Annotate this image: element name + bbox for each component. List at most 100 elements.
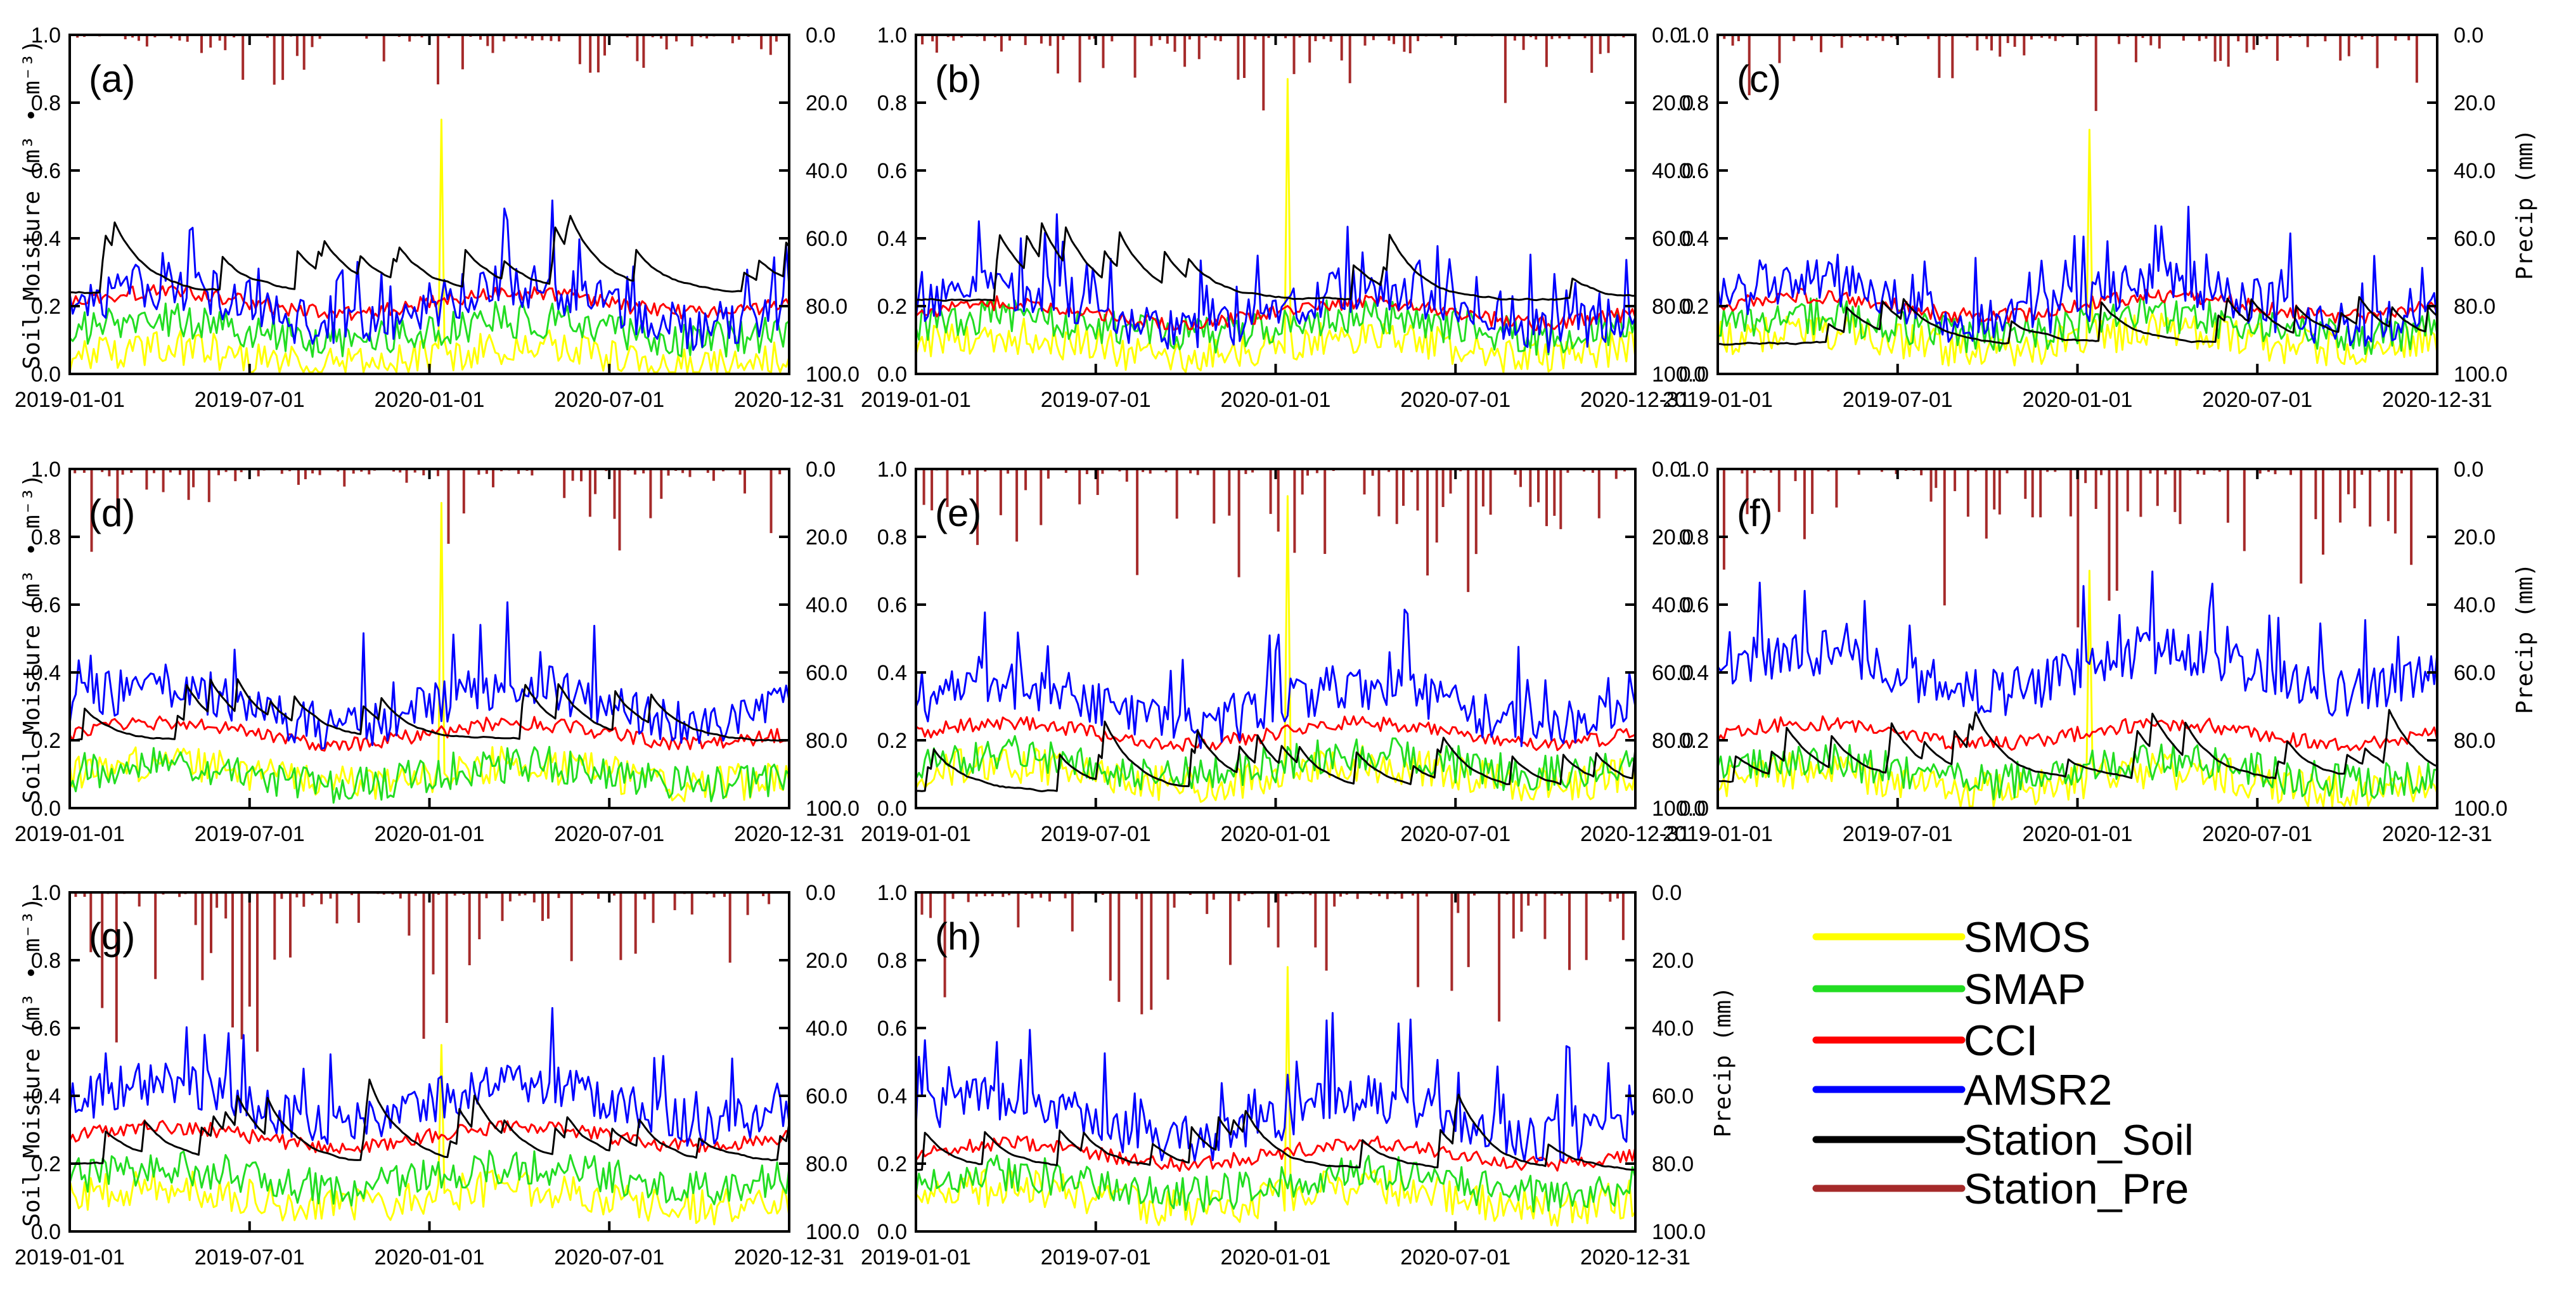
x-tick-label: 2020-07-01 xyxy=(554,1245,664,1269)
right-tick-label: 0.0 xyxy=(2454,458,2483,482)
left-tick-label: 0.2 xyxy=(877,295,907,319)
legend-label-amsr2: AMSR2 xyxy=(1964,1066,2112,1114)
right-tick-label: 20.0 xyxy=(806,91,847,115)
right-tick-label: 100.0 xyxy=(806,1220,860,1244)
left-tick-label: 0.2 xyxy=(1679,729,1709,753)
x-tick-label: 2020-01-01 xyxy=(2023,822,2133,846)
right-tick-label: 0.0 xyxy=(1652,23,1682,48)
right-tick-label: 100.0 xyxy=(806,363,860,387)
left-axis-title: Soil Moisture (m³ • m⁻³) xyxy=(19,39,45,369)
left-tick-label: 0.0 xyxy=(31,797,61,821)
left-tick-label: 0.8 xyxy=(31,525,61,549)
series-cci xyxy=(1716,715,2438,752)
legend-label-smos: SMOS xyxy=(1964,913,2090,961)
left-tick-label: 0.8 xyxy=(877,949,907,973)
station-pre-bars xyxy=(76,35,778,85)
x-tick-label: 2019-07-01 xyxy=(1041,1245,1151,1269)
x-tick-label: 2020-01-01 xyxy=(1221,822,1331,846)
series-amsr2 xyxy=(68,1007,790,1147)
series-smap xyxy=(68,1150,790,1207)
left-tick-label: 0.2 xyxy=(31,1152,61,1176)
left-tick-label: 0.2 xyxy=(31,729,61,753)
panel-b: 0.00.20.40.60.81.0 0.020.040.060.080.0100… xyxy=(861,23,1706,412)
series-cci xyxy=(68,715,790,752)
right-tick-label: 40.0 xyxy=(806,1017,847,1041)
panel-c: 0.0 0.2 0.4 0.6 0.8 1.0 0.0 20.0 40.0 60.0 80.0 100… xyxy=(1663,23,2538,412)
panel-g: 0.0 0.2 0.4 0.6 0.8 1.0 0.0 20.0 40.0 60.0 80.0 100… xyxy=(15,881,860,1269)
right-tick-label: 40.0 xyxy=(806,159,847,183)
x-tick-label: 2020-01-01 xyxy=(375,388,485,412)
left-tick-label: 1.0 xyxy=(31,23,61,48)
right-tick-label: 20.0 xyxy=(806,949,847,973)
x-tick-label: 2019-01-01 xyxy=(861,822,971,846)
panel-label: (b) xyxy=(935,58,981,100)
x-tick-label: 2020-01-01 xyxy=(2023,388,2133,412)
series-amsr2 xyxy=(915,608,1637,749)
right-tick-label: 40.0 xyxy=(2454,159,2496,183)
left-tick-label: 0.6 xyxy=(1679,593,1709,617)
x-tick-label: 2019-07-01 xyxy=(195,822,305,846)
series-amsr2 xyxy=(1716,570,2438,717)
series-station-soil xyxy=(69,678,790,742)
left-tick-label: 0.2 xyxy=(877,1152,907,1176)
right-tick-label: 20.0 xyxy=(2454,525,2496,549)
station-pre-bars xyxy=(1723,35,2426,112)
series-station-soil xyxy=(1717,296,2438,346)
right-tick-label: 80.0 xyxy=(2454,729,2496,753)
series-station-soil xyxy=(915,1093,1636,1171)
x-tick-label: 2020-12-31 xyxy=(734,388,844,412)
right-tick-label: 100.0 xyxy=(1652,363,1706,387)
left-tick-label: 0.4 xyxy=(877,1084,907,1108)
station-pre-bars xyxy=(922,469,1626,593)
legend-label-cci: CCI xyxy=(1964,1017,2038,1065)
right-tick-label: 40.0 xyxy=(1652,1017,1694,1041)
left-axis-title: Soil Moisture (m³ • m⁻³) xyxy=(19,897,45,1226)
legend-item-cci: CCI xyxy=(1812,1017,2038,1065)
series-smos xyxy=(68,119,790,373)
left-tick-label: 0.2 xyxy=(1679,295,1709,319)
left-tick-label: 0.4 xyxy=(31,1084,61,1108)
legend-label-station-pre: Station_Pre xyxy=(1964,1165,2189,1213)
series-smos xyxy=(68,1044,790,1226)
x-tick-label: 2019-07-01 xyxy=(1843,822,1953,846)
right-tick-label: 40.0 xyxy=(1652,593,1694,617)
left-tick-label: 0.6 xyxy=(1679,159,1709,183)
left-tick-label: 0.0 xyxy=(877,797,907,821)
right-tick-label: 0.0 xyxy=(1652,881,1682,905)
left-tick-label: 1.0 xyxy=(1679,23,1709,48)
right-tick-label: 20.0 xyxy=(1652,91,1694,115)
right-tick-label: 40.0 xyxy=(2454,593,2496,617)
left-tick-label: 0.0 xyxy=(1679,363,1709,387)
right-tick-label: 60.0 xyxy=(806,1084,847,1108)
series-smos xyxy=(915,495,1637,803)
x-tick-label: 2020-07-01 xyxy=(554,388,664,412)
legend: SMOS SMAP CCI AMSR2 Station_Soil Station… xyxy=(1812,913,2194,1213)
plot-frame xyxy=(68,34,790,375)
right-tick-label: 20.0 xyxy=(1652,949,1694,973)
x-tick-label: 2020-01-01 xyxy=(1221,1245,1331,1269)
x-tick-label: 2019-07-01 xyxy=(1041,388,1151,412)
left-tick-label: 0.4 xyxy=(1679,661,1709,685)
x-tick-label: 2020-07-01 xyxy=(2202,388,2312,412)
x-tick-label: 2020-07-01 xyxy=(2202,822,2312,846)
left-tick-label: 0.0 xyxy=(1679,797,1709,821)
right-tick-label: 60.0 xyxy=(1652,227,1694,251)
right-axis-title: Precip (mm) xyxy=(1710,986,1736,1137)
series-station-soil xyxy=(69,215,790,294)
station-pre-bars xyxy=(74,892,780,1052)
station-pre-bars xyxy=(74,469,782,552)
right-tick-label: 60.0 xyxy=(2454,227,2496,251)
left-tick-label: 0.4 xyxy=(877,661,907,685)
left-tick-label: 0.8 xyxy=(1679,525,1709,549)
right-tick-label: 80.0 xyxy=(1652,295,1694,319)
right-tick-label: 60.0 xyxy=(806,227,847,251)
left-tick-label: 0.8 xyxy=(1679,91,1709,115)
left-tick-label: 0.6 xyxy=(877,1017,907,1041)
x-tick-label: 2020-07-01 xyxy=(554,822,664,846)
left-tick-label: 1.0 xyxy=(877,458,907,482)
right-tick-label: 20.0 xyxy=(806,525,847,549)
series-smap xyxy=(68,300,790,358)
left-tick-label: 0.6 xyxy=(31,159,61,183)
right-tick-label: 100.0 xyxy=(806,797,860,821)
x-tick-label: 2019-07-01 xyxy=(195,1245,305,1269)
